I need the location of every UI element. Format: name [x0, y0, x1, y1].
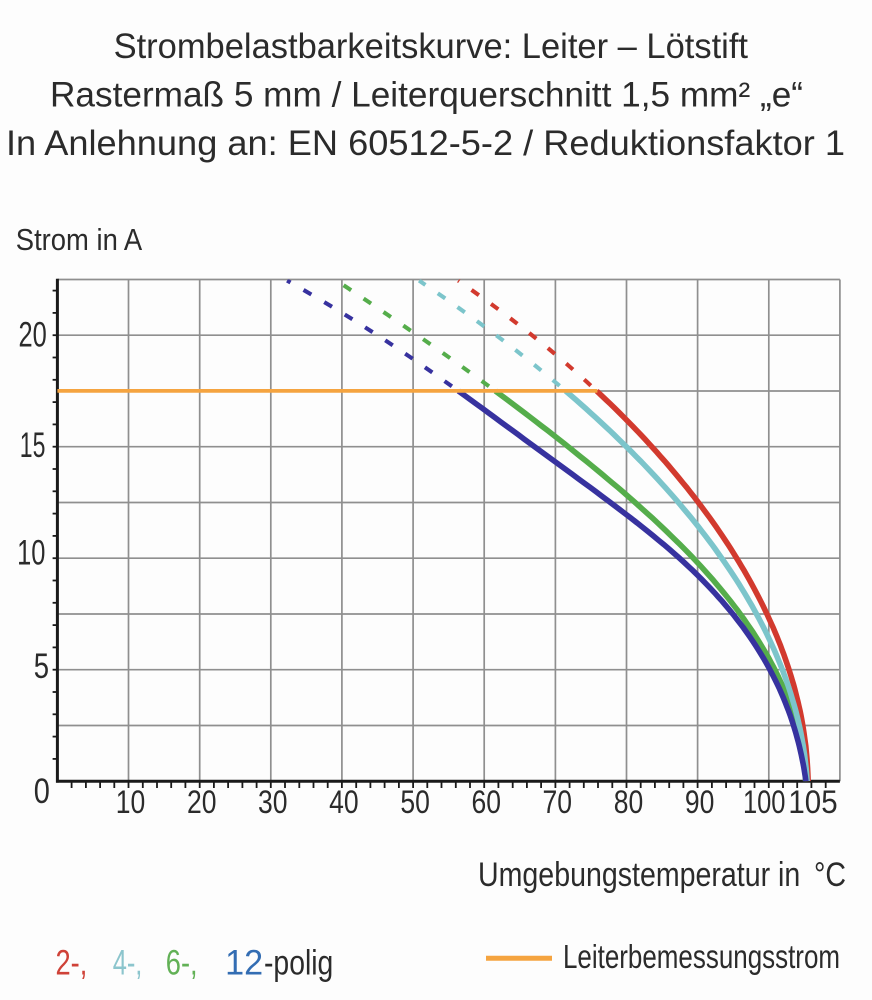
svg-text:90: 90	[685, 784, 715, 820]
svg-text:50: 50	[400, 784, 430, 820]
svg-text:Leiterbemessungsstrom: Leiterbemessungsstrom	[563, 938, 840, 975]
svg-text:4-,: 4-,	[113, 944, 143, 983]
svg-text:100: 100	[743, 784, 786, 820]
svg-text:Strom in A: Strom in A	[16, 222, 143, 257]
svg-text:105: 105	[788, 784, 837, 820]
svg-text:60: 60	[471, 784, 501, 820]
svg-text:2-,: 2-,	[56, 944, 88, 983]
svg-text:15: 15	[20, 426, 46, 465]
svg-text:40: 40	[329, 784, 359, 820]
svg-text:5: 5	[34, 647, 49, 686]
svg-text:12: 12	[225, 944, 263, 983]
svg-text:80: 80	[614, 784, 644, 820]
svg-text:Strombelastbarkeitskurve: Leit: Strombelastbarkeitskurve: Leiter – Lötst…	[114, 27, 749, 66]
svg-text:70: 70	[543, 784, 573, 820]
svg-text:20: 20	[19, 315, 47, 354]
svg-text:30: 30	[258, 784, 288, 820]
svg-text:0: 0	[34, 772, 50, 811]
svg-text:20: 20	[187, 784, 217, 820]
svg-text:Umgebungstemperatur in °C: Umgebungstemperatur in °C	[478, 856, 846, 894]
svg-text:In Anlehnung an: EN 60512-5-2: In Anlehnung an: EN 60512-5-2 / Reduktio…	[6, 124, 845, 163]
svg-text:6-,: 6-,	[166, 944, 198, 983]
svg-text:10: 10	[116, 784, 146, 820]
svg-text:-polig: -polig	[264, 944, 333, 983]
svg-text:10: 10	[17, 533, 45, 572]
svg-text:Rastermaß 5 mm / Leiterquersch: Rastermaß 5 mm / Leiterquerschnitt 1,5 m…	[50, 76, 803, 115]
